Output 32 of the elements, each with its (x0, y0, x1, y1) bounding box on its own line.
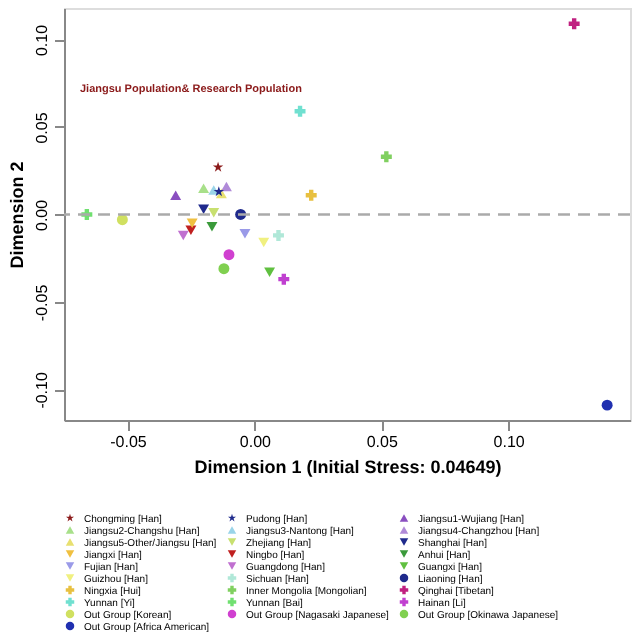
point (568, 18, 580, 30)
y-axis-title: Dimension 2 (7, 161, 27, 269)
y-tick-label: 0.10 (33, 23, 51, 57)
x-axis-title: Dimension 1 (Initial Stress: 0.04649) (194, 457, 502, 477)
point (185, 225, 197, 235)
point (278, 273, 290, 285)
x-tick-label: 0.05 (366, 433, 399, 451)
point (380, 151, 392, 163)
point (177, 230, 189, 241)
point (198, 204, 210, 214)
point (305, 189, 317, 201)
point (170, 190, 182, 200)
x-tick-label: -0.05 (110, 433, 148, 451)
point (294, 105, 306, 117)
y-tick-label: -0.10 (33, 371, 51, 409)
point (186, 218, 198, 228)
x-tick-label: 0.10 (493, 433, 526, 451)
point (223, 249, 235, 261)
y-tick-label: -0.05 (33, 283, 51, 322)
point (206, 221, 218, 232)
point (264, 267, 276, 277)
y-tick-label: 0.05 (33, 111, 51, 144)
x-tick-label: 0.00 (239, 433, 273, 451)
point (239, 228, 251, 239)
point (272, 229, 284, 241)
point (601, 399, 613, 411)
point (258, 237, 270, 248)
point (208, 207, 220, 218)
point (198, 183, 210, 193)
point (218, 263, 230, 275)
point (220, 181, 232, 192)
y-tick-label: 0.00 (33, 198, 51, 232)
